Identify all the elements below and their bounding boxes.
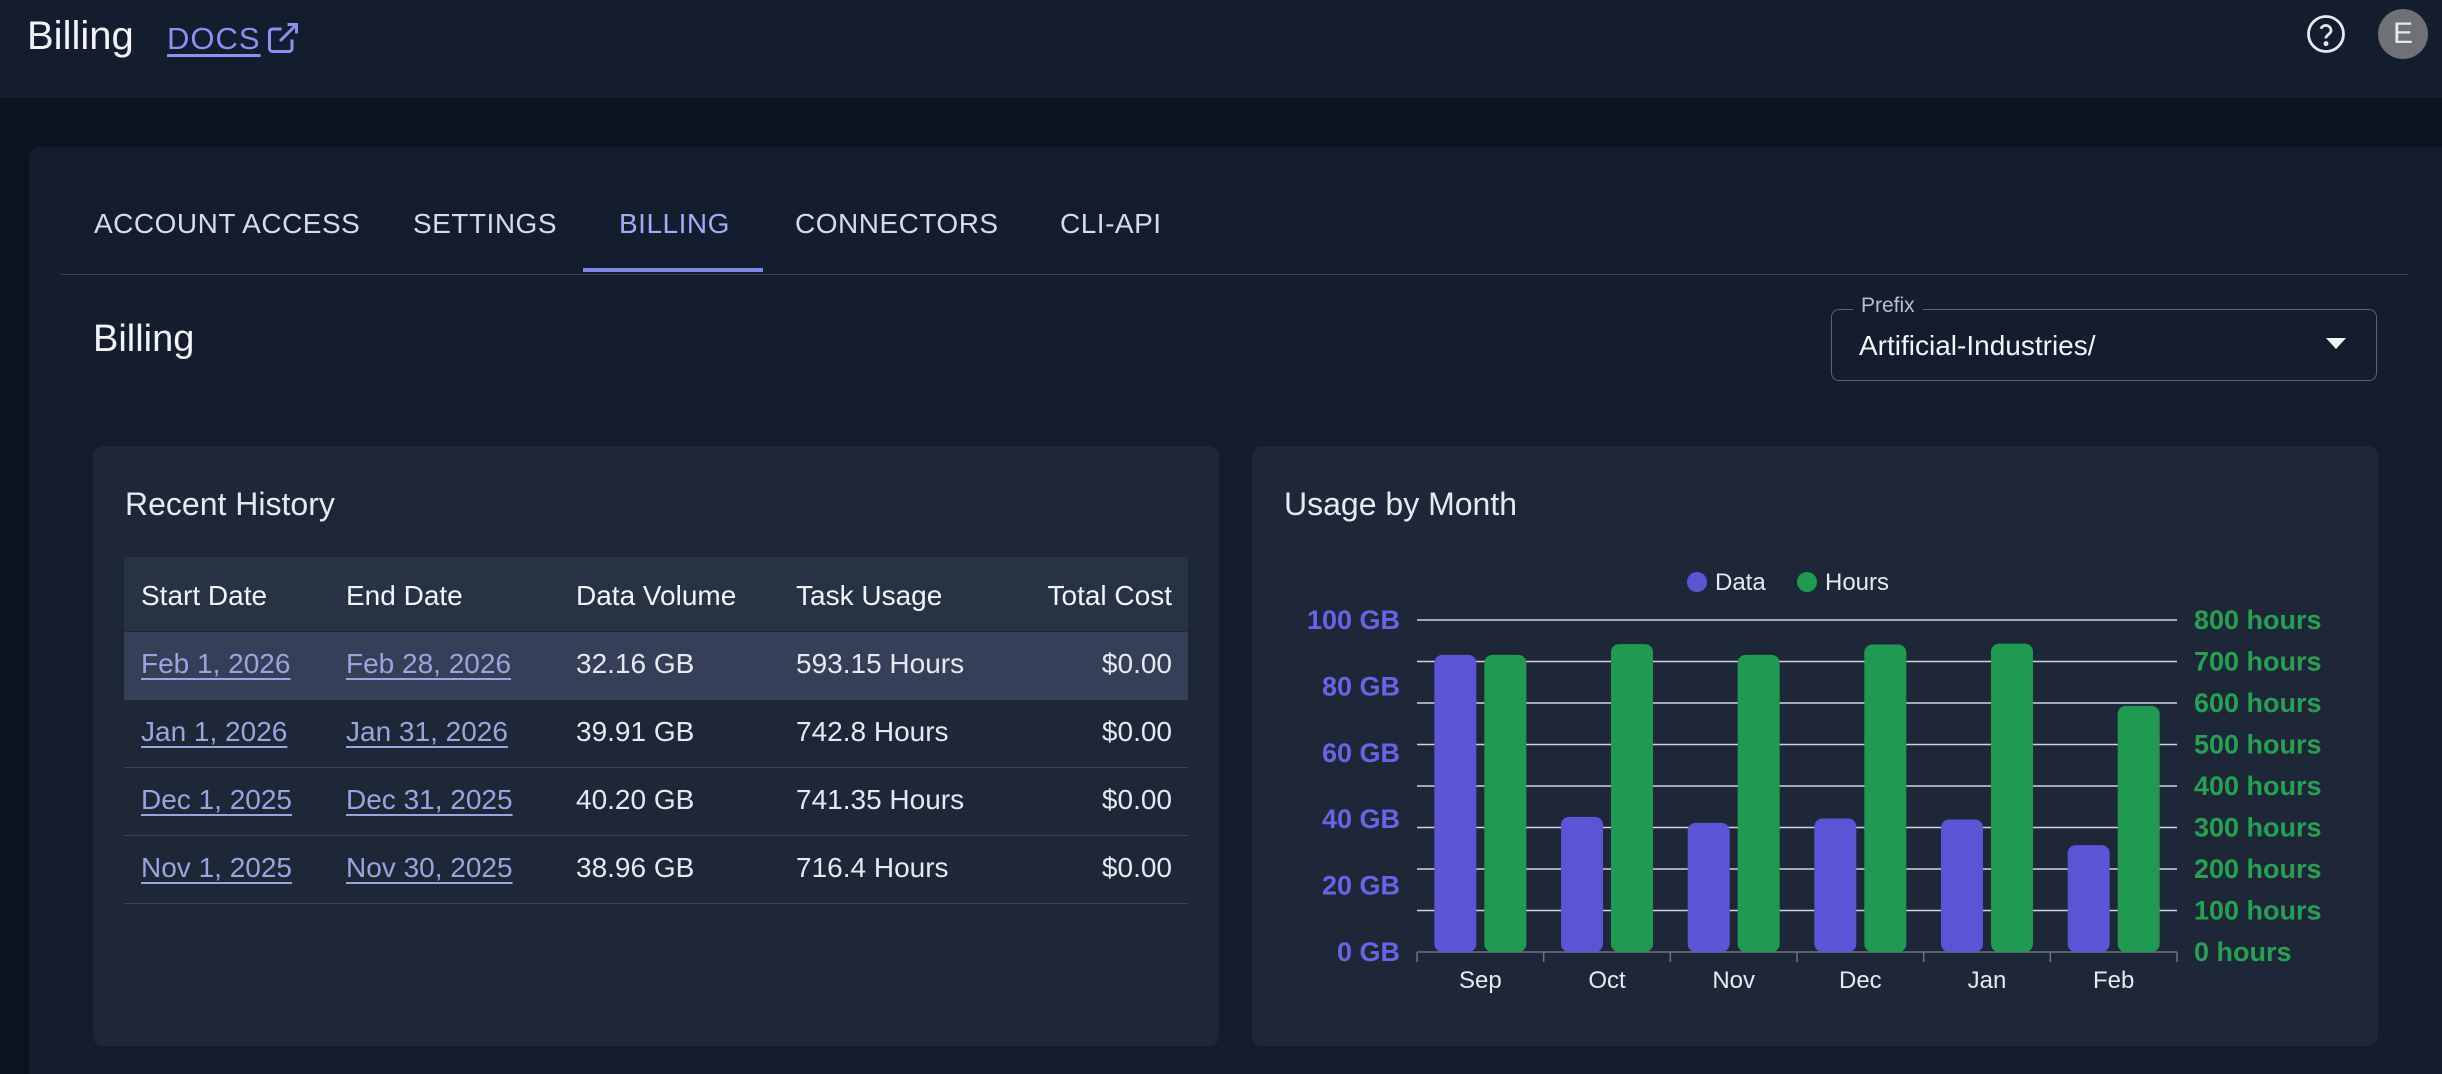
recent-history-card (93, 446, 1219, 1046)
avatar[interactable]: E (2378, 9, 2428, 59)
bar-hours (2117, 705, 2160, 952)
row-total-cost: $0.00 (1101, 852, 1172, 883)
row-total-cost: $0.00 (1101, 784, 1172, 815)
bar-hours (1737, 654, 1780, 952)
table-row[interactable] (124, 836, 1188, 904)
col-start-date[interactable]: Start Date (141, 580, 268, 611)
y-right-tick-label: 400 hours (2194, 771, 2322, 801)
table-row[interactable] (124, 768, 1188, 836)
tabs-divider (61, 274, 2409, 275)
row-start-date[interactable]: Dec 1, 2025 (141, 784, 292, 815)
prefix-select[interactable] (1831, 309, 2377, 381)
y-left-tick-label: 60 GB (1322, 738, 1400, 768)
y-right-tick-label: 600 hours (2194, 688, 2322, 718)
col-end-date[interactable]: End Date (346, 580, 463, 611)
y-left-tick-label: 80 GB (1322, 671, 1400, 701)
y-right-tick-label: 200 hours (2194, 854, 2322, 884)
x-tick-label: Nov (1712, 967, 1755, 994)
col-data-volume[interactable]: Data Volume (576, 580, 737, 611)
tab-settings[interactable]: SETTINGS (413, 208, 558, 239)
legend-marker-data (1687, 572, 1707, 592)
row-start-date[interactable]: Jan 1, 2026 (141, 716, 288, 747)
active-tab-indicator (583, 268, 763, 272)
page-heading: Billing (93, 318, 195, 360)
table-header (124, 557, 1188, 631)
col-total-cost[interactable]: Total Cost (1047, 580, 1173, 611)
row-start-date[interactable]: Nov 1, 2025 (141, 852, 292, 883)
bar-data (1434, 654, 1477, 952)
table-row[interactable] (124, 700, 1188, 768)
y-left-tick-label: 40 GB (1322, 804, 1400, 834)
tab-cli-api[interactable]: CLI-API (1060, 208, 1162, 239)
dropdown-arrow-icon[interactable] (2326, 338, 2346, 349)
row-end-date[interactable]: Nov 30, 2025 (346, 852, 513, 883)
y-right-tick-label: 500 hours (2194, 730, 2322, 760)
usage-chart: 0 GB 20 GB 40 GB 60 GB 80 GB 100 GB 0 hours 100… (1307, 569, 2322, 994)
x-tick-label: Jan (1968, 967, 2007, 994)
usage-by-month-title: Usage by Month (1284, 486, 1518, 522)
app-title: Billing (27, 14, 134, 58)
help-icon[interactable] (2305, 13, 2347, 55)
x-tick-label: Dec (1839, 967, 1882, 994)
bar-hours (1991, 643, 2033, 952)
legend-marker-hours (1797, 572, 1817, 592)
y-left-tick-label: 100 GB (1307, 605, 1400, 635)
table-row[interactable] (124, 632, 1188, 700)
tab-account-access[interactable]: ACCOUNT ACCESS (94, 208, 361, 239)
y-right-tick-label: 300 hours (2194, 813, 2322, 843)
row-data-volume: 40.20 GB (576, 784, 695, 815)
col-task-usage[interactable]: Task Usage (796, 580, 943, 611)
tab-billing[interactable]: BILLING (619, 208, 730, 239)
prefix-value: Artificial-Industries/ (1859, 330, 2096, 361)
y-left-tick-label: 20 GB (1322, 871, 1400, 901)
y-right-tick-label: 0 hours (2194, 937, 2292, 967)
x-tick-label: Feb (2093, 967, 2134, 994)
row-end-date[interactable]: Feb 28, 2026 (346, 648, 512, 679)
y-right-tick-label: 800 hours (2194, 605, 2322, 635)
row-task-usage: 593.15 Hours (796, 648, 965, 679)
bar-hours (1484, 654, 1527, 952)
x-tick-label: Sep (1459, 967, 1502, 994)
y-left-tick-label: 0 GB (1337, 937, 1400, 967)
top-bar (0, 0, 2442, 98)
y-right-tick-label: 100 hours (2194, 896, 2322, 926)
bar-data (1941, 819, 1983, 952)
row-task-usage: 741.35 Hours (796, 784, 965, 815)
y-right-tick-label: 700 hours (2194, 647, 2322, 677)
row-total-cost: $0.00 (1101, 716, 1172, 747)
bar-hours (1611, 644, 1653, 952)
row-data-volume: 38.96 GB (576, 852, 695, 883)
tab-connectors[interactable]: CONNECTORS (795, 208, 999, 239)
row-data-volume: 32.16 GB (576, 648, 695, 679)
legend-label-data: Data (1715, 569, 1766, 596)
docs-link[interactable]: DOCS (167, 21, 261, 56)
row-end-date[interactable]: Dec 31, 2025 (346, 784, 513, 815)
row-total-cost: $0.00 (1101, 648, 1172, 679)
row-task-usage: 716.4 Hours (796, 852, 949, 883)
bar-data (1687, 822, 1730, 952)
legend-label-hours: Hours (1825, 569, 1889, 596)
bar-data (1814, 818, 1857, 952)
row-data-volume: 39.91 GB (576, 716, 695, 747)
row-task-usage: 742.8 Hours (796, 716, 949, 747)
row-start-date[interactable]: Feb 1, 2026 (141, 648, 291, 679)
bar-data (2067, 845, 2110, 952)
x-tick-label: Oct (1588, 967, 1626, 994)
prefix-label: Prefix (1853, 294, 1923, 318)
row-end-date[interactable]: Jan 31, 2026 (346, 716, 508, 747)
bar-data (1561, 816, 1603, 952)
recent-history-title: Recent History (125, 486, 335, 522)
bar-hours (1864, 644, 1907, 952)
external-link-icon[interactable] (265, 20, 301, 56)
